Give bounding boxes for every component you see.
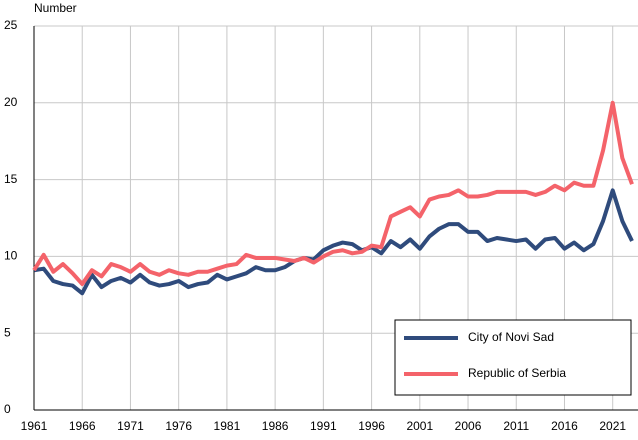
x-tick-label: 2016 (551, 419, 578, 433)
x-tick-label: 1986 (262, 419, 289, 433)
legend-label: Republic of Serbia (468, 366, 566, 380)
x-tick-label: 1991 (310, 419, 337, 433)
y-tick-label: 25 (4, 18, 18, 32)
y-axis-label: Number (34, 1, 77, 15)
x-tick-label: 1961 (21, 419, 48, 433)
y-tick-label: 0 (4, 402, 11, 416)
y-tick-label: 10 (4, 249, 18, 263)
x-tick-label: 1966 (69, 419, 96, 433)
y-tick-label: 20 (4, 95, 18, 109)
x-tick-label: 2011 (503, 419, 529, 433)
x-tick-label: 2001 (406, 419, 433, 433)
x-tick-label: 2006 (455, 419, 482, 433)
series-line (32, 100, 634, 287)
x-tick-label: 1976 (165, 419, 192, 433)
x-tick-label: 1971 (117, 419, 144, 433)
y-tick-label: 5 (4, 325, 11, 339)
x-tick-label: 2021 (599, 419, 626, 433)
x-tick-label: 1996 (358, 419, 385, 433)
legend-box (394, 319, 632, 396)
series-line (33, 188, 634, 296)
legend-label: City of Novi Sad (468, 330, 554, 344)
y-tick-label: 15 (4, 172, 18, 186)
x-tick-label: 1981 (214, 419, 241, 433)
